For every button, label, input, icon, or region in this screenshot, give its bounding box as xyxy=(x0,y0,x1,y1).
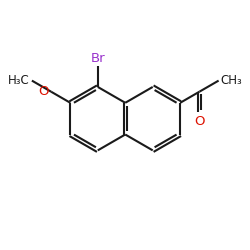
Text: Br: Br xyxy=(90,52,105,65)
Text: O: O xyxy=(194,115,205,128)
Text: H₃C: H₃C xyxy=(8,74,29,87)
Text: O: O xyxy=(39,84,49,98)
Text: CH₃: CH₃ xyxy=(220,74,242,87)
